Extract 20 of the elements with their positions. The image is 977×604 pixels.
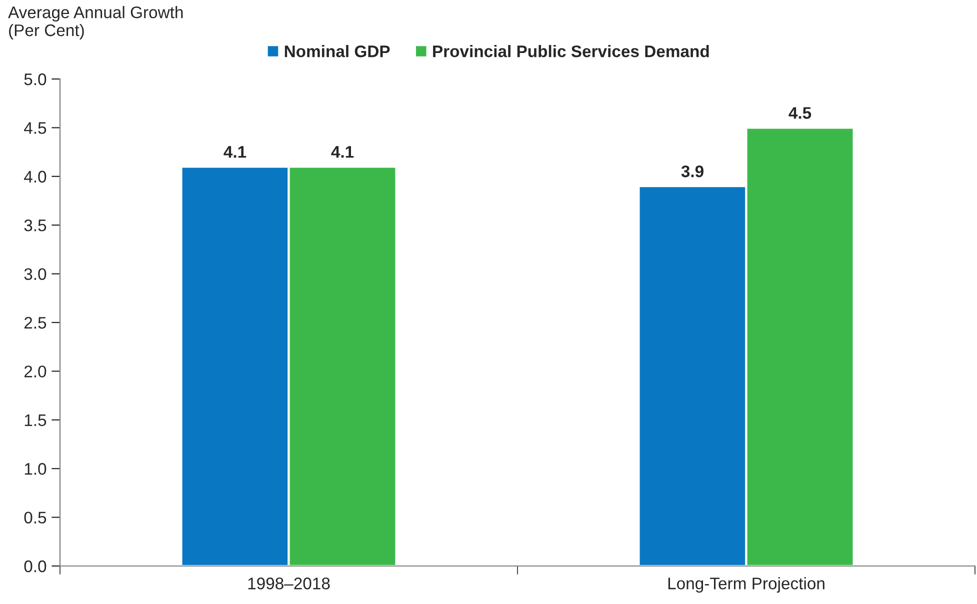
y-tick-label: 4.0	[24, 170, 46, 183]
x-tick-label: 1998–2018	[248, 578, 330, 590]
y-axis-title: Average Annual Growth (Per Cent)	[8, 6, 183, 40]
legend-label: Nominal GDP	[284, 45, 390, 58]
y-tick-label: 0.0	[24, 560, 46, 572]
data-label: 4.1	[331, 146, 354, 158]
legend-label: Provincial Public Services Demand	[433, 45, 709, 58]
y-tick-label: 0.5	[24, 512, 46, 524]
y-tick-label: 1.5	[24, 414, 46, 426]
y-tick-label: 4.5	[24, 122, 46, 134]
data-label: 3.9	[681, 165, 704, 178]
x-tick-label: Long-Term Projection	[668, 577, 824, 593]
data-label: 4.1	[224, 146, 246, 158]
y-tick-label: 2.0	[24, 366, 46, 378]
y-tick-label: 3.5	[24, 220, 46, 232]
y-tick-label: 5.0	[24, 73, 46, 86]
y-tick-label: 3.0	[24, 268, 46, 280]
y-tick-label: 1.0	[24, 463, 46, 475]
data-label: 4.5	[788, 107, 812, 119]
y-tick-label: 2.5	[24, 316, 46, 329]
